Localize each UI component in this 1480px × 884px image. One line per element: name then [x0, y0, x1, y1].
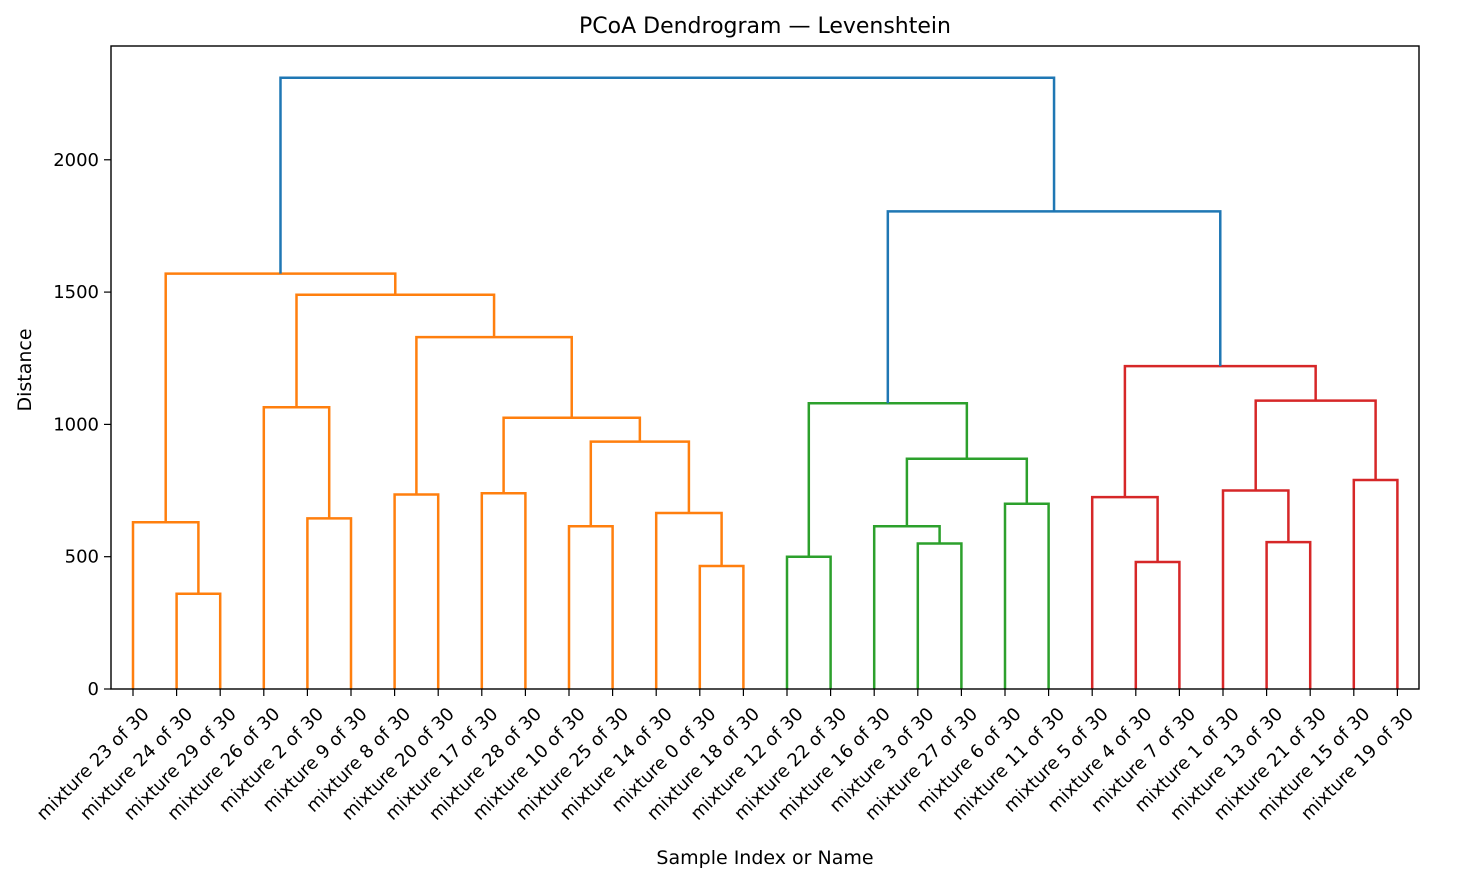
dendrogram-link	[785, 555, 832, 689]
dendrogram-link	[1352, 478, 1399, 689]
dendrogram-link	[905, 457, 1029, 527]
dendrogram-link	[807, 401, 969, 557]
chart-title: PCoA Dendrogram — Levenshtein	[579, 14, 951, 39]
dendrogram-link	[589, 440, 691, 527]
y-tick-label: 2000	[53, 150, 99, 171]
dendrogram-link	[131, 521, 200, 689]
dendrogram-link	[1134, 560, 1181, 689]
y-tick-label: 500	[65, 547, 99, 568]
y-axis: 0 500 1000 1500 2000	[53, 150, 111, 700]
dendrogram-link	[279, 76, 1056, 274]
dendrogram-link	[1221, 489, 1290, 689]
dendrogram-link	[654, 511, 723, 689]
dendrogram-link	[415, 335, 573, 495]
y-tick-label: 1000	[53, 414, 99, 435]
y-tick-label: 1500	[53, 282, 99, 303]
dendrogram-link	[262, 405, 331, 689]
dendrogram-link	[1090, 495, 1159, 689]
y-axis-label: Distance	[14, 328, 36, 411]
dendrogram-link	[295, 293, 496, 408]
dendrogram-link	[306, 517, 353, 689]
dendrogram-link	[480, 491, 527, 689]
dendrogram-link	[1003, 502, 1050, 689]
dendrogram-link	[916, 542, 963, 689]
dendrogram-link	[1123, 364, 1317, 498]
dendrogram-link	[698, 564, 745, 689]
plot-frame	[110, 45, 1420, 690]
dendrogram-link	[1254, 399, 1377, 491]
dendrogram-link	[872, 525, 941, 689]
dendrogram-link	[164, 272, 397, 523]
dendrogram-link	[502, 416, 642, 494]
dendrogram-link	[393, 493, 440, 689]
dendrogram-link	[175, 592, 222, 689]
dendrogram-link	[567, 525, 614, 689]
dendrogram-links	[131, 76, 1399, 689]
dendrogram-link	[1265, 540, 1312, 689]
y-tick-label: 0	[88, 679, 99, 700]
dendrogram-link	[886, 210, 1222, 404]
x-axis-label: Sample Index or Name	[656, 847, 873, 869]
